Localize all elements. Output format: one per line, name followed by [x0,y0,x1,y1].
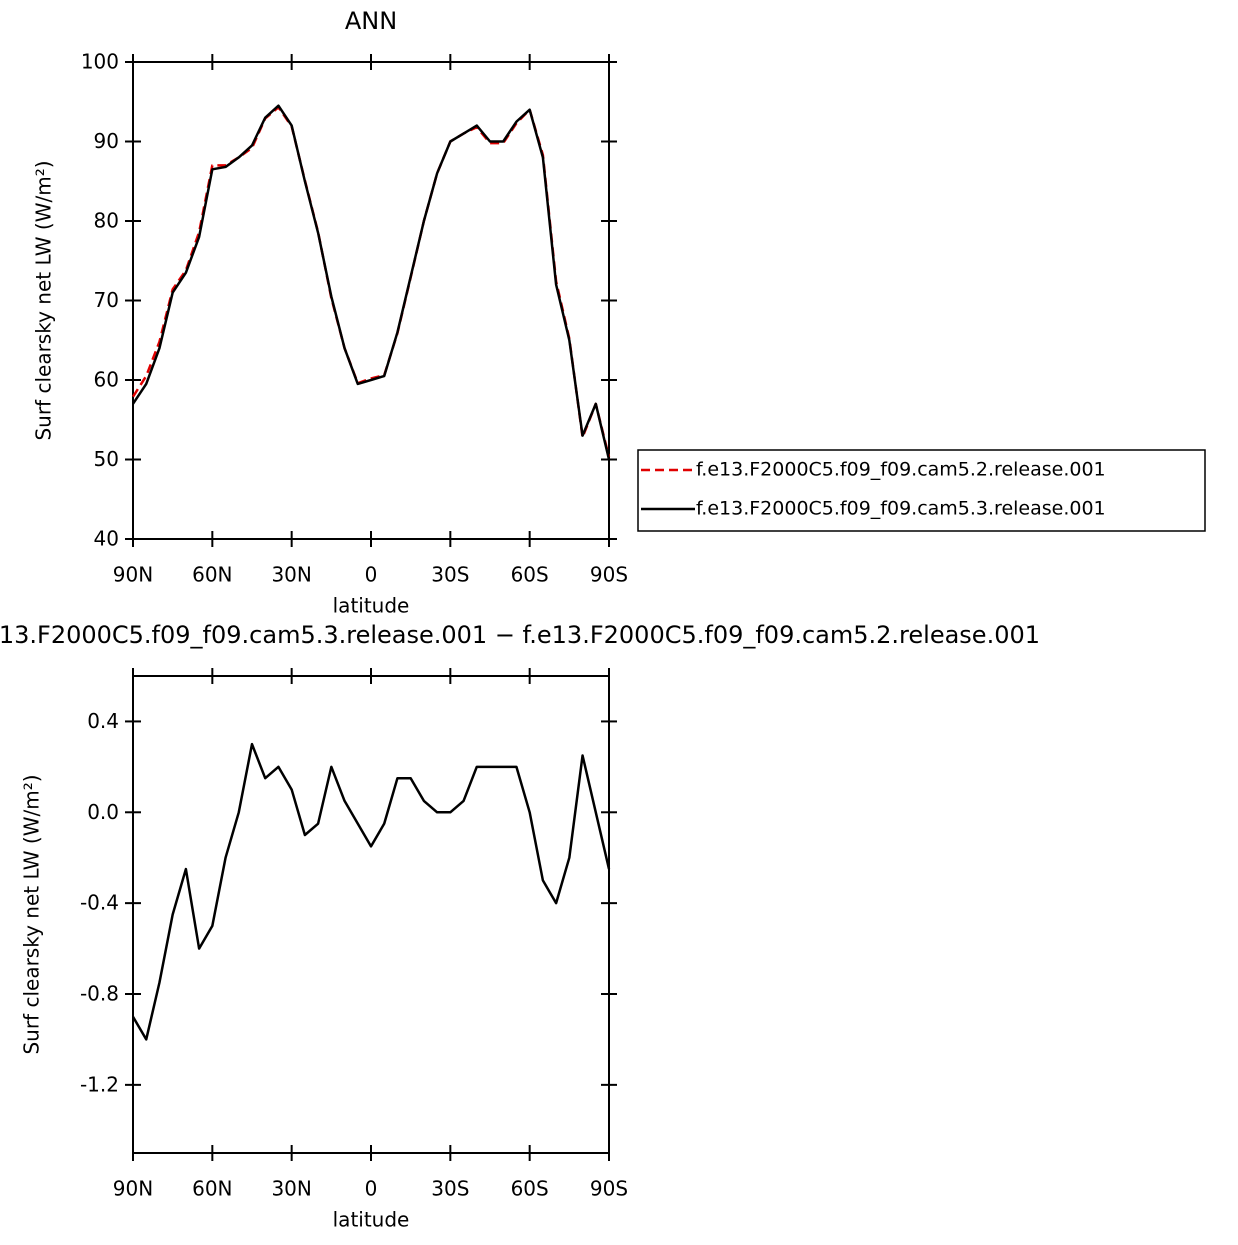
x-tick-label: 30N [271,563,311,587]
legend-box [637,449,1206,532]
x-axis-label: latitude [333,1208,410,1232]
x-tick-label: 0 [365,563,378,587]
plot-frame [132,61,610,540]
x-axis-label: latitude [333,594,410,618]
y-tick-label: 50 [94,447,119,471]
y-tick-label: 40 [94,527,119,551]
y-tick-label: 70 [94,288,119,312]
y-tick-label: 0.0 [87,800,119,824]
x-tick-label: 90N [113,563,153,587]
legend-label: f.e13.F2000C5.f09_f09.cam5.2.release.001 [696,459,1106,481]
y-axis-label: Surf clearsky net LW (W/m²) [32,160,56,440]
x-tick-label: 30S [431,1177,469,1201]
y-tick-label: 90 [94,129,119,153]
x-tick-label: 60S [511,563,549,587]
legend-label: f.e13.F2000C5.f09_f09.cam5.3.release.001 [696,498,1106,520]
y-tick-label: -0.4 [80,891,119,915]
x-tick-label: 90S [590,1177,628,1201]
x-tick-label: 30N [271,1177,311,1201]
x-tick-label: 60N [192,1177,232,1201]
y-tick-label: 60 [94,368,119,392]
y-tick-label: 100 [81,50,119,74]
data-line [131,742,611,1041]
y-tick-label: -1.2 [80,1072,119,1096]
x-tick-label: 60S [511,1177,549,1201]
chart-title: f.e13.F2000C5.f09_f09.cam5.3.release.001… [0,621,1040,649]
y-axis-label: Surf clearsky net LW (W/m²) [20,774,44,1054]
x-tick-label: 60N [192,563,232,587]
x-tick-label: 90N [113,1177,153,1201]
y-tick-label: -0.8 [80,982,119,1006]
y-tick-label: 0.4 [87,709,119,733]
x-tick-label: 0 [365,1177,378,1201]
data-line [131,106,611,458]
x-tick-label: 90S [590,563,628,587]
x-tick-label: 30S [431,563,469,587]
y-tick-label: 80 [94,209,119,233]
plot-frame [132,675,610,1154]
chart-title: ANN [345,7,397,35]
data-line [131,104,611,460]
